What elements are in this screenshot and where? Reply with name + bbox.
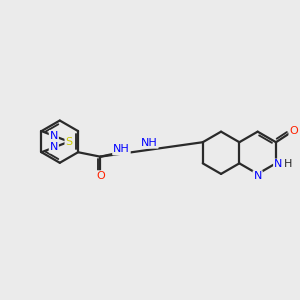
- Text: N: N: [50, 131, 58, 141]
- Text: NH: NH: [141, 138, 158, 148]
- Text: N: N: [274, 160, 282, 170]
- Text: N: N: [254, 171, 262, 181]
- Text: NH: NH: [113, 144, 130, 154]
- Text: H: H: [284, 160, 292, 170]
- Text: O: O: [290, 126, 298, 136]
- Text: N: N: [50, 142, 58, 152]
- Text: S: S: [65, 137, 73, 147]
- Text: O: O: [96, 171, 105, 181]
